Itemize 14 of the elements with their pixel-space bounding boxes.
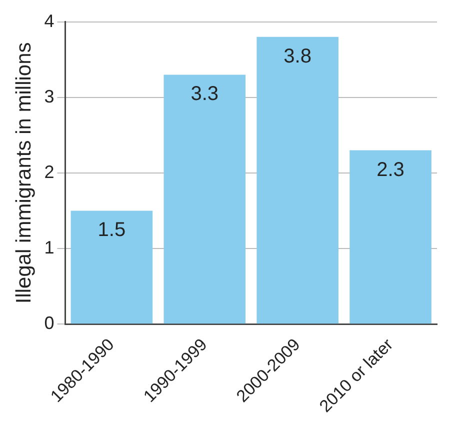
y-tick-label: 4 — [44, 10, 54, 31]
y-axis-title: Illegal immigrants in millions — [12, 42, 36, 304]
bar — [70, 210, 153, 324]
bar — [350, 150, 432, 324]
data-label: 3.8 — [284, 45, 312, 68]
y-tick-label: 1 — [44, 237, 54, 258]
y-tick-label: 2 — [44, 162, 54, 182]
bar — [256, 36, 338, 324]
bar — [164, 74, 246, 324]
data-label: 2.3 — [376, 158, 404, 181]
y-tick-label: 3 — [44, 86, 54, 106]
data-label: 3.3 — [190, 83, 219, 106]
data-label: 1.5 — [98, 219, 126, 242]
y-tick-label: 0 — [44, 313, 54, 334]
